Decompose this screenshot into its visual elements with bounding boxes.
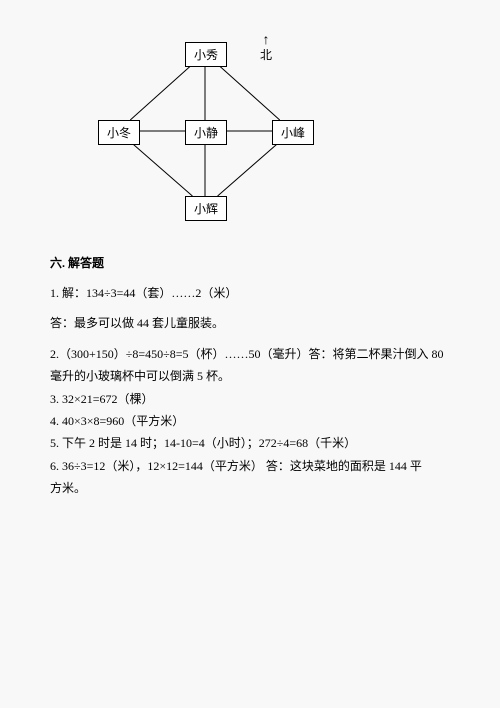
north-label: 北 xyxy=(260,46,272,63)
node-bottom: 小辉 xyxy=(185,196,227,221)
answer-line: 6. 36÷3=12（米），12×12=144（平方米） 答：这块菜地的面积是 … xyxy=(50,456,450,476)
answer-line: 答：最多可以做 44 套儿童服装。 xyxy=(50,313,450,333)
node-right: 小峰 xyxy=(272,120,314,145)
answer-line: 3. 32×21=672（棵） xyxy=(50,389,450,409)
north-indicator: ↑ 北 xyxy=(260,36,272,63)
network-diagram: ↑ 北 小秀 小冬 小静 小峰 小辉 xyxy=(80,28,340,228)
answer-line: 1. 解：134÷3=44（套）……2（米） xyxy=(50,283,450,303)
answer-line: 4. 40×3×8=960（平方米） xyxy=(50,411,450,431)
answer-line: 5. 下午 2 时是 14 时；14-10=4（小时）；272÷4=68（千米） xyxy=(50,433,450,453)
section-title: 六. 解答题 xyxy=(50,254,450,271)
node-center: 小静 xyxy=(185,120,227,145)
node-left: 小冬 xyxy=(98,120,140,145)
answer-line: 毫升的小玻璃杯中可以倒满 5 杯。 xyxy=(50,366,450,386)
node-top: 小秀 xyxy=(185,42,227,67)
answer-line: 2.（300+150）÷8=450÷8=5（杯）……50（毫升）答：将第二杯果汁… xyxy=(50,344,450,364)
answer-line: 方米。 xyxy=(50,478,450,498)
north-arrow-icon: ↑ xyxy=(260,36,272,46)
